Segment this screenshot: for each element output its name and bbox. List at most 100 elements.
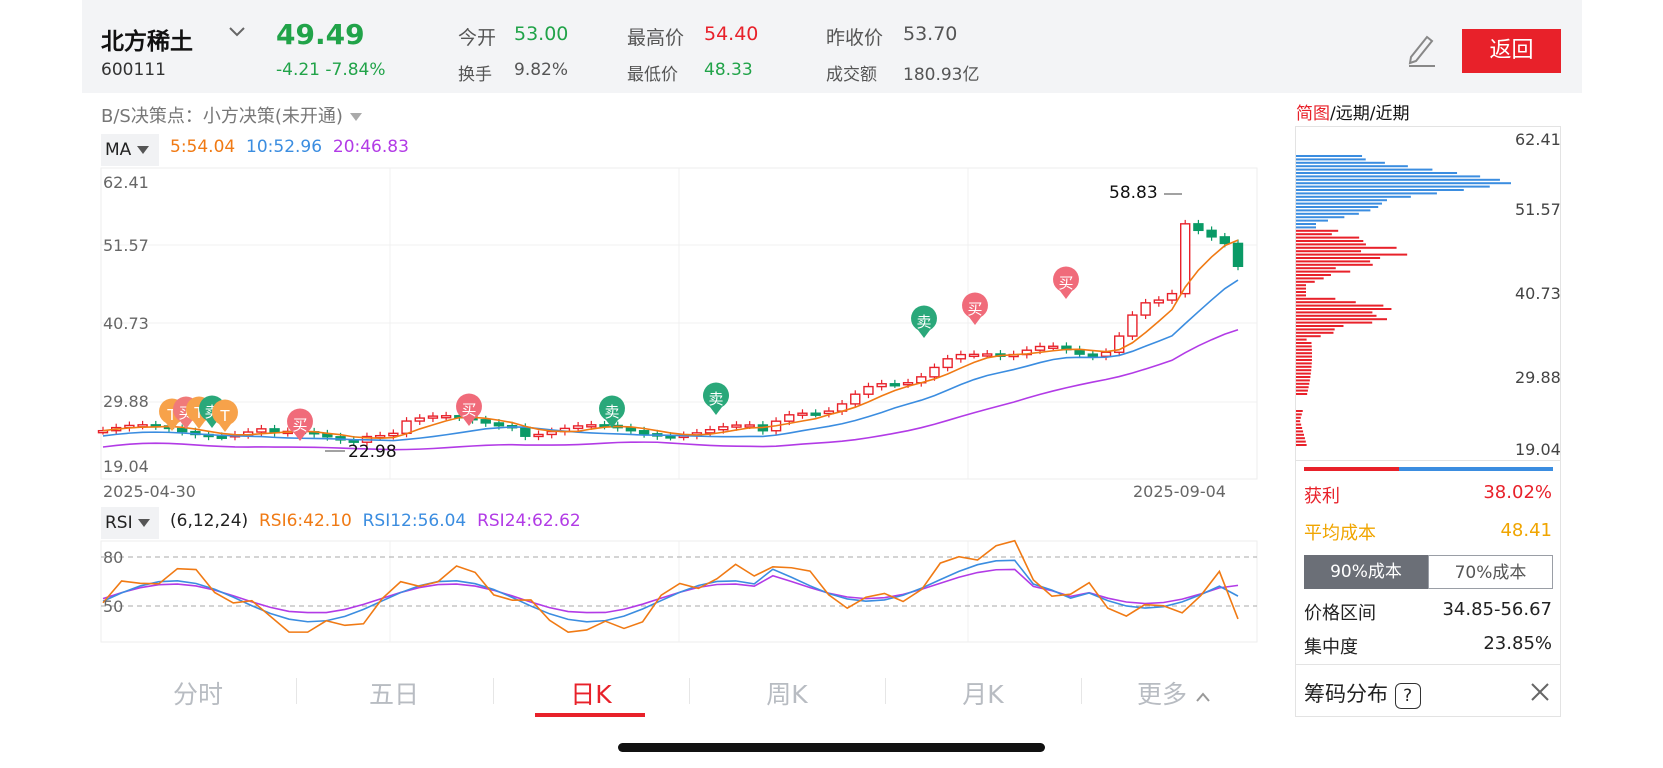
chip-price-tick: 19.04: [1515, 440, 1561, 459]
end-date: 2025-09-04: [1133, 482, 1226, 501]
tab-far-near[interactable]: /远期/近期: [1330, 104, 1410, 124]
chip-bar: [1296, 416, 1301, 419]
candle-body: [929, 366, 940, 378]
chip-bar: [1296, 253, 1408, 256]
close-icon[interactable]: [1528, 680, 1552, 708]
tab-daily-k[interactable]: 日K: [570, 680, 612, 709]
tab-monthly-k[interactable]: 月K: [962, 680, 1004, 709]
candle-body: [665, 435, 676, 439]
chip-bar: [1296, 267, 1336, 270]
chip-view-tabs[interactable]: 简图/远期/近期: [1296, 99, 1409, 124]
chip-bar: [1296, 379, 1310, 382]
triangle-down-icon: [138, 519, 151, 527]
chip-bar: [1296, 274, 1331, 276]
chip-bar: [1296, 257, 1381, 259]
candle-body: [823, 410, 835, 415]
chip-bar: [1296, 297, 1336, 300]
low-value: 48.33: [704, 60, 753, 80]
trade-signal-pin[interactable]: 买: [456, 393, 483, 426]
chip-bar: [1296, 348, 1312, 351]
divider: [1296, 664, 1560, 665]
tab-five-day[interactable]: 五日: [368, 680, 419, 709]
candle-body: [388, 432, 399, 437]
chip-bar: [1296, 423, 1302, 426]
chip-bar: [1296, 291, 1306, 293]
price-range-label: 价格区间: [1304, 603, 1376, 624]
candle-body: [480, 419, 491, 424]
chip-bar: [1296, 382, 1310, 385]
candle-body: [256, 428, 267, 433]
tab-weekly-k[interactable]: 周K: [766, 680, 808, 709]
chip-bar: [1296, 236, 1360, 239]
back-button[interactable]: 返回: [1462, 29, 1561, 73]
tab-intraday[interactable]: 分时: [172, 680, 223, 709]
trade-signal-pin[interactable]: 卖: [911, 305, 938, 338]
rsi12-line: [102, 559, 1239, 623]
chip-title-text: 筹码分布: [1304, 682, 1388, 706]
chip-bar: [1296, 362, 1312, 365]
ma20-line: [102, 328, 1239, 451]
amount-label: 成交额: [826, 65, 877, 85]
prev-close-value: 53.70: [903, 23, 958, 45]
chip-bar: [1296, 246, 1397, 249]
candle-body: [1206, 229, 1217, 238]
candle-body: [889, 383, 901, 387]
candle-body: [1048, 345, 1059, 349]
trade-signal-pin[interactable]: 卖: [599, 395, 626, 428]
y-tick: 62.41: [103, 173, 149, 192]
chip-bar: [1296, 233, 1332, 236]
chevron-down-icon[interactable]: [228, 24, 246, 43]
chip-bar: [1296, 369, 1312, 372]
help-icon[interactable]: ?: [1394, 683, 1421, 709]
tab-more[interactable]: 更多: [1104, 675, 1244, 711]
candle-body: [902, 382, 914, 386]
candle-body: [440, 415, 452, 419]
chip-bar: [1296, 433, 1305, 436]
ma-label: MA: [105, 140, 132, 160]
low-marker-label: 22.98: [348, 442, 397, 462]
trade-signal-pin[interactable]: 卖: [703, 382, 730, 415]
signal-label: 买: [461, 401, 476, 419]
ma20-value: 20:46.83: [332, 137, 409, 157]
cost-70-button[interactable]: 70%成本: [1428, 555, 1553, 589]
candle-body: [797, 412, 808, 416]
tab-brief[interactable]: 简图: [1296, 104, 1330, 124]
candle-body: [704, 428, 716, 434]
ma10-value: 10:52.96: [246, 137, 323, 157]
signal-label: T: [193, 404, 204, 422]
active-tab-underline: [535, 713, 645, 717]
turnover-label: 换手: [458, 65, 492, 85]
chip-bar: [1296, 311, 1373, 314]
stock-name[interactable]: 北方稀土: [101, 29, 193, 55]
candle-body: [1034, 345, 1046, 351]
trade-signal-pin[interactable]: 买: [287, 408, 313, 441]
cost-90-button[interactable]: 90%成本: [1304, 555, 1428, 589]
chip-bar: [1296, 325, 1344, 327]
chip-title: 筹码分布 ?: [1304, 678, 1421, 709]
price-change: -4.21 -7.84%: [276, 60, 386, 80]
candle-body: [1193, 223, 1204, 232]
trade-signal-pin[interactable]: 买: [962, 292, 989, 325]
rsi-selector[interactable]: RSI: [101, 507, 159, 539]
rsi-level-80: 80: [103, 548, 124, 567]
high-value: 54.40: [704, 23, 759, 45]
candle-body: [1114, 335, 1125, 353]
candle-body: [1153, 299, 1165, 304]
chip-bar: [1296, 260, 1371, 263]
candle-body: [718, 426, 729, 431]
edit-icon[interactable]: [1405, 31, 1437, 71]
tab-divider: [296, 678, 297, 704]
prev-close-label: 昨收价: [826, 27, 884, 49]
chip-bar: [1296, 280, 1315, 283]
trade-signal-pin[interactable]: T: [212, 399, 239, 432]
bs-label: B/S决策点：: [101, 106, 203, 127]
concentration-label: 集中度: [1304, 637, 1358, 658]
chip-bar: [1296, 440, 1306, 443]
candle-body: [1180, 223, 1191, 295]
bs-decision[interactable]: B/S决策点：小方决策(未开通): [101, 102, 363, 128]
open-value: 53.00: [514, 23, 569, 45]
trade-signal-pin[interactable]: 买: [1053, 266, 1079, 299]
candle-body: [1087, 353, 1099, 357]
ma-selector[interactable]: MA: [101, 134, 159, 166]
